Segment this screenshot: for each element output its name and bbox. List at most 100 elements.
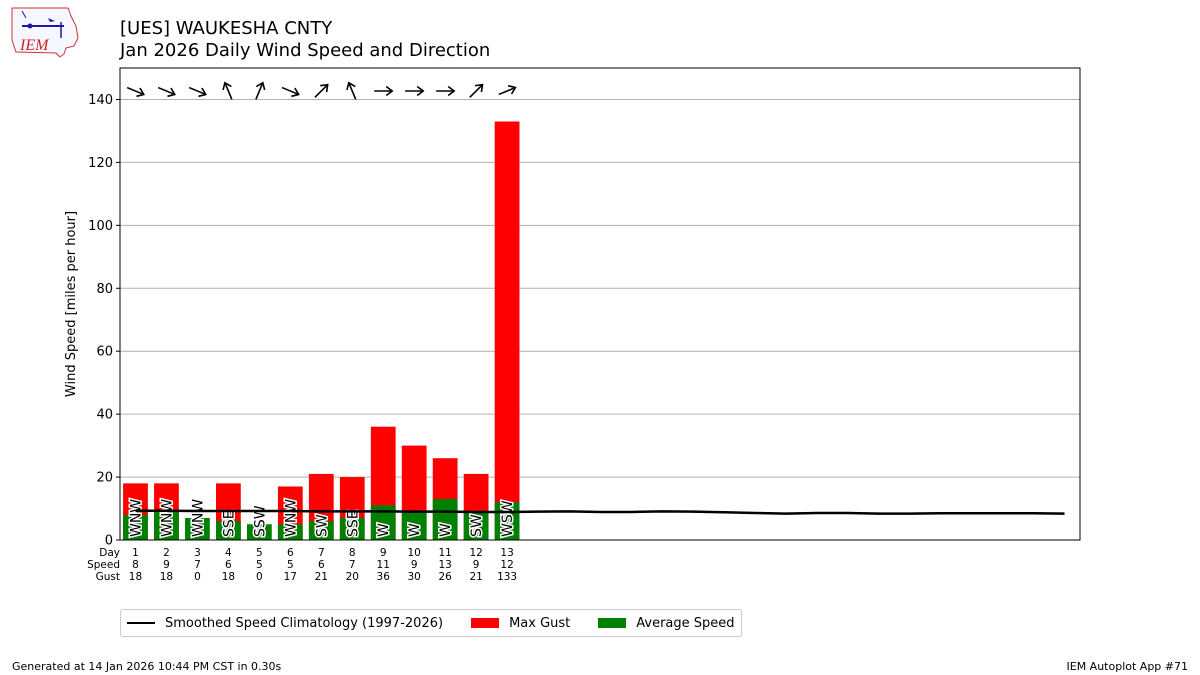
day-value-9: 9 [380, 547, 387, 559]
speed-value-day-9: 11 [377, 559, 390, 571]
direction-label-day-13: WSW [500, 500, 516, 537]
gust-value-day-9: 36 [377, 571, 391, 583]
day-value-1: 1 [132, 547, 139, 559]
direction-label-day-8: SSE [345, 510, 361, 537]
gust-value-day-8: 20 [346, 571, 359, 583]
speed-bar-day-11 [432, 499, 458, 540]
speed-value-day-3: 7 [194, 559, 201, 571]
day-value-4: 4 [225, 547, 232, 559]
legend-swatch-max-gust [471, 618, 500, 628]
direction-arrow-day-7 [314, 83, 329, 98]
day-value-7: 7 [318, 547, 325, 559]
wind-chart: WNW WNW WNW SSE SSW WNW SW SSE W W W SW WSW 02040608… [64, 67, 1081, 583]
y-tick-label-120: 120 [88, 156, 113, 171]
gust-value-day-1: 18 [129, 571, 142, 583]
direction-arrow-day-6 [281, 86, 300, 98]
direction-arrow-day-5 [255, 81, 266, 100]
row-label-gust: Gust [96, 571, 120, 583]
direction-label-day-6: WNW [283, 499, 299, 537]
y-tick-label-140: 140 [88, 93, 113, 108]
speed-bar-day-2 [154, 511, 179, 540]
direction-arrow-day-9 [374, 85, 394, 97]
legend-item-max-gust: Max Gust [471, 616, 570, 631]
gust-value-day-11: 26 [438, 571, 452, 583]
speed-bar-day-5 [246, 524, 272, 540]
day-value-3: 3 [194, 547, 201, 559]
y-tick-label-100: 100 [88, 219, 113, 234]
day-value-5: 5 [256, 547, 263, 559]
legend-label-max-gust: Max Gust [509, 615, 571, 631]
speed-bar-day-4 [216, 521, 241, 540]
direction-arrow-day-13 [498, 84, 517, 96]
speed-value-day-6: 5 [287, 559, 294, 571]
direction-label-day-11: W [438, 523, 454, 537]
direction-arrow-day-4 [222, 81, 233, 100]
day-value-10: 10 [408, 547, 421, 559]
logo-text: IEM [19, 37, 50, 54]
chart-title: [UES] WAUKESHA CNTY [120, 18, 333, 39]
direction-arrow-day-8 [346, 81, 357, 100]
direction-arrow-day-12 [469, 83, 484, 98]
climatology-line [135, 509, 1065, 515]
speed-value-day-12: 9 [473, 559, 480, 571]
gust-value-day-6: 17 [284, 571, 297, 583]
day-value-11: 11 [438, 547, 451, 559]
gust-value-day-5: 0 [256, 571, 263, 583]
chart-subtitle: Jan 2026 Daily Wind Speed and Direction [120, 40, 491, 61]
row-label-day: Day [99, 547, 120, 559]
day-value-6: 6 [287, 547, 294, 559]
gust-value-day-7: 21 [315, 571, 328, 583]
legend-item-average-speed: Average Speed [598, 615, 735, 631]
day-value-12: 12 [469, 547, 482, 559]
direction-label-day-9: W [376, 523, 392, 537]
speed-value-day-10: 9 [411, 559, 418, 571]
direction-arrow-day-2 [157, 86, 176, 98]
direction-arrow-day-1 [126, 86, 146, 98]
legend-label-average-speed: Average Speed [636, 615, 735, 631]
direction-label-day-10: W [407, 523, 423, 537]
speed-value-day-5: 5 [256, 559, 263, 571]
legend-item-climatology: Smoothed Speed Climatology (1997-2026) [127, 616, 443, 631]
gust-value-day-10: 30 [408, 571, 421, 583]
row-label-speed: Speed [87, 559, 120, 571]
direction-label-day-4: SSE [221, 510, 237, 537]
speed-value-day-2: 9 [163, 559, 170, 571]
speed-bar-day-3 [185, 517, 210, 540]
speed-value-day-13: 12 [500, 559, 513, 571]
gust-value-day-13: 133 [497, 571, 517, 583]
generated-note: Generated at 14 Jan 2026 10:44 PM CST in… [12, 660, 282, 673]
direction-arrow-day-11 [436, 85, 456, 97]
speed-bar-day-6 [277, 524, 303, 540]
speed-value-day-11: 13 [438, 559, 451, 571]
legend-label-climatology: Smoothed Speed Climatology (1997-2026) [165, 615, 444, 631]
y-tick-label-0: 0 [105, 534, 113, 549]
speed-value-day-8: 7 [349, 559, 356, 571]
speed-value-day-7: 6 [318, 559, 325, 571]
direction-label-day-7: SW [314, 514, 330, 537]
legend-swatch-average-speed [598, 618, 627, 628]
speed-bar-day-13 [494, 502, 520, 540]
gust-bar-day-13 [494, 121, 520, 540]
direction-label-day-12: SW [469, 514, 485, 537]
y-axis-label: Wind Speed [miles per hour] [64, 211, 79, 397]
gust-value-day-2: 18 [160, 571, 173, 583]
y-tick-label-20: 20 [96, 471, 113, 486]
iem-logo: IEM [11, 7, 79, 58]
y-tick-label-60: 60 [96, 345, 113, 360]
legend: Smoothed Speed Climatology (1997-2026) M… [120, 609, 742, 637]
day-value-13: 13 [500, 547, 513, 559]
direction-label-day-1: WNW [128, 499, 144, 537]
day-value-8: 8 [349, 547, 356, 559]
direction-label-day-5: SSW [252, 505, 268, 537]
gust-value-day-3: 0 [194, 571, 201, 583]
plot-frame [119, 67, 1081, 541]
gust-value-day-4: 18 [222, 571, 235, 583]
speed-bar-day-10 [401, 511, 427, 540]
app-label: IEM Autoplot App #71 [1066, 660, 1189, 673]
gust-value-day-12: 21 [469, 571, 482, 583]
direction-arrow-day-3 [188, 86, 207, 98]
speed-bar-day-7 [308, 521, 334, 540]
speed-bar-day-1 [123, 514, 148, 540]
y-tick-label-80: 80 [96, 282, 113, 297]
speed-bar-day-8 [339, 517, 365, 540]
